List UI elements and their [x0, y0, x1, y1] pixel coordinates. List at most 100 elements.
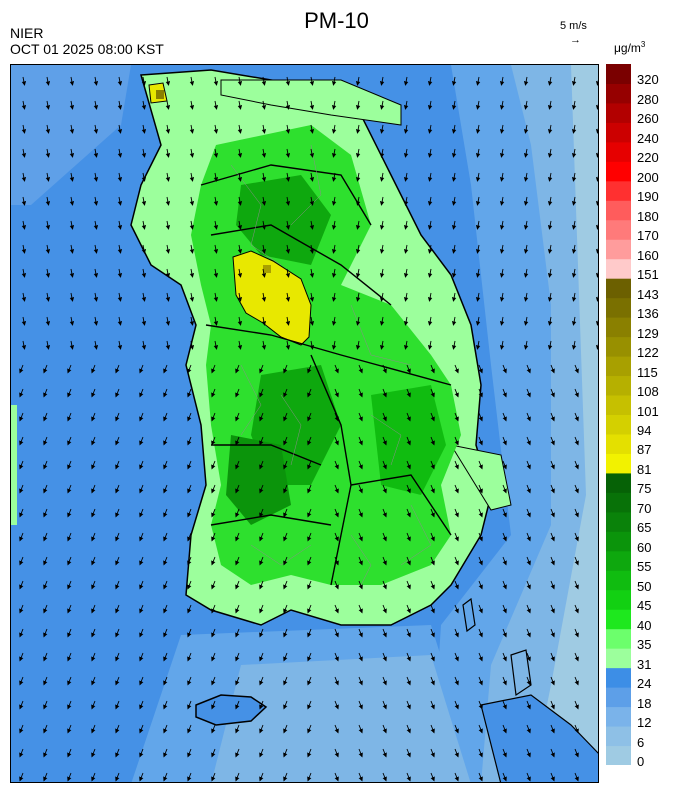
- wind-arrow-icon: [163, 580, 168, 590]
- wind-arrow-icon: [499, 268, 505, 278]
- legend-tick-label: 320: [637, 72, 659, 88]
- wind-arrow-icon: [21, 172, 27, 182]
- wind-arrow-icon: [403, 148, 409, 158]
- legend-tick-label: 6: [637, 734, 645, 750]
- wind-arrow-icon: [43, 388, 48, 398]
- legend-tick-label: 0: [637, 754, 645, 769]
- wind-arrow-icon: [45, 220, 51, 230]
- wind-arrow-icon: [478, 508, 483, 518]
- wind-arrow-icon: [571, 100, 577, 110]
- wind-arrow-icon: [475, 172, 481, 182]
- wind-arrow-icon: [550, 388, 555, 398]
- wind-arrow-icon: [454, 772, 459, 782]
- legend-tick-label: 170: [637, 228, 659, 244]
- wind-arrow-icon: [163, 436, 168, 446]
- wind-arrow-icon: [478, 580, 483, 590]
- wind-arrow-icon: [478, 652, 483, 662]
- wind-arrow-icon: [67, 772, 72, 782]
- wind-arrow-icon: [117, 172, 123, 182]
- wind-arrow-icon: [21, 316, 27, 326]
- wind-arrow-icon: [502, 460, 507, 470]
- wind-arrow-icon: [526, 460, 531, 470]
- wind-arrow-icon: [574, 436, 579, 446]
- wind-arrow-icon: [331, 268, 337, 278]
- wind-arrow-icon: [403, 172, 409, 182]
- wind-arrow-icon: [334, 412, 339, 422]
- wind-arrow-icon: [235, 580, 240, 590]
- wind-arrow-icon: [45, 268, 51, 278]
- wind-arrow-icon: [358, 748, 363, 758]
- wind-arrow-icon: [406, 412, 411, 422]
- wind-arrow-icon: [211, 388, 216, 398]
- wind-arrow-icon: [355, 100, 361, 110]
- legend-swatch: [606, 550, 631, 571]
- wind-arrow-icon: [67, 460, 72, 470]
- wind-arrow-icon: [499, 220, 505, 230]
- wind-arrow-icon: [574, 484, 579, 494]
- wind-arrow-icon: [163, 724, 168, 734]
- wind-arrow-icon: [213, 76, 219, 86]
- wind-arrow-icon: [406, 532, 411, 542]
- wind-arrow-icon: [259, 460, 264, 470]
- wind-arrow-icon: [550, 652, 555, 662]
- wind-arrow-icon: [550, 772, 555, 782]
- wind-arrow-icon: [93, 292, 99, 302]
- wind-arrow-icon: [502, 724, 507, 734]
- legend-swatch: [606, 278, 631, 299]
- legend-tick-label: 160: [637, 247, 659, 263]
- japan-coast: [480, 694, 598, 782]
- wind-arrow-icon: [91, 460, 96, 470]
- wind-arrow-icon: [283, 604, 288, 614]
- wind-arrow-icon: [141, 124, 147, 134]
- wind-arrow-icon: [187, 556, 192, 566]
- ulleung-island: [462, 597, 476, 633]
- wind-arrow-icon: [574, 556, 579, 566]
- wind-arrow-icon: [475, 76, 481, 86]
- wind-arrow-icon: [499, 124, 505, 134]
- wind-arrow-icon: [259, 436, 264, 446]
- legend-tick-label: 65: [637, 520, 652, 536]
- wind-arrow-icon: [502, 772, 507, 782]
- wind-arrow-icon: [67, 580, 72, 590]
- legend-swatch: [606, 200, 631, 221]
- legend-tick-label: 180: [637, 208, 659, 224]
- wind-arrow-icon: [403, 292, 409, 302]
- wind-arrow-icon: [523, 196, 529, 206]
- legend-swatch: [606, 453, 631, 474]
- wind-arrow-icon: [235, 556, 240, 566]
- legend-tick-label: 81: [637, 461, 652, 477]
- wind-arrow-icon: [91, 652, 96, 662]
- wind-arrow-icon: [550, 724, 555, 734]
- wind-arrow-icon: [43, 772, 48, 782]
- wind-arrow-icon: [502, 604, 507, 614]
- wind-arrow-icon: [451, 172, 457, 182]
- wind-arrow-icon: [595, 175, 598, 182]
- legend-tick-label: 31: [637, 656, 652, 672]
- wind-arrow-icon: [69, 100, 75, 110]
- wind-arrow-icon: [115, 388, 120, 398]
- wind-arrow-icon: [478, 556, 483, 566]
- wind-arrow-icon: [331, 292, 337, 302]
- wind-arrow-icon: [285, 220, 291, 230]
- wind-arrow-icon: [358, 772, 363, 782]
- wind-arrow-icon: [475, 196, 481, 206]
- unit-label: μg/m3: [614, 40, 645, 55]
- wind-arrow-icon: [283, 532, 288, 542]
- wind-arrow-icon: [355, 172, 361, 182]
- wind-arrow-icon: [406, 676, 411, 686]
- wind-arrow-icon: [571, 244, 577, 254]
- wind-arrow-icon: [165, 100, 171, 110]
- legend-tick-label: 129: [637, 325, 659, 341]
- wind-arrow-icon: [21, 148, 27, 158]
- wind-arrow-icon: [307, 772, 312, 782]
- wind-arrow-icon: [91, 364, 96, 374]
- wind-arrow-icon: [403, 340, 409, 350]
- wind-arrow-icon: [141, 244, 147, 254]
- wind-arrow-icon: [43, 508, 48, 518]
- wind-arrow-icon: [259, 700, 264, 710]
- wind-arrow-icon: [259, 388, 264, 398]
- wind-arrow-icon: [406, 748, 411, 758]
- wind-arrow-icon: [91, 412, 96, 422]
- wind-arrow-icon: [237, 76, 243, 86]
- legend-swatch: [606, 687, 631, 708]
